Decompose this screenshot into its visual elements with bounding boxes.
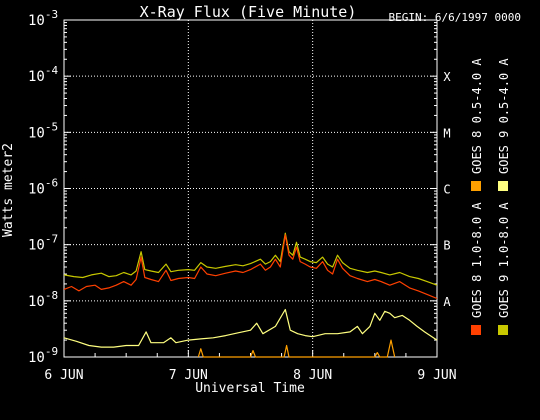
series-line (63, 308, 438, 348)
legend-swatch (498, 181, 508, 191)
y-tick-label: 10-3 (28, 8, 58, 29)
class-label-B: B (443, 239, 450, 253)
x-axis-ticks: 6 JUN 7 JUN 8 JUN 9 JUN (44, 350, 457, 383)
series-line (197, 339, 396, 358)
flare-class-labels: X M C B A (443, 70, 451, 309)
y-tick-label: 10-8 (28, 289, 58, 310)
class-label-A: A (443, 295, 451, 309)
begin-time: BEGIN: 6/6/1997 0000 (389, 11, 521, 24)
y-tick-label: 10-4 (28, 64, 58, 85)
y-tick-label: 10-9 (28, 345, 58, 366)
x-tick-label: 9 JUN (417, 368, 456, 383)
legend-label: GOES 9 0.5-4.0 A (497, 58, 511, 174)
legend-label: GOES 8 1.0-8.0 A (470, 202, 484, 318)
legend-swatch (471, 181, 481, 191)
legend-swatch (471, 325, 481, 335)
y-axis-ticks: 10-3 10-4 10-5 10-6 10-7 10-8 10-9 (28, 8, 437, 366)
x-tick-label: 6 JUN (44, 368, 83, 383)
legend-label: GOES 9 1.0-8.0 A (497, 202, 511, 318)
y-tick-label: 10-6 (28, 177, 58, 198)
x-tick-label: 7 JUN (169, 368, 208, 383)
x-axis-label: Universal Time (195, 381, 305, 396)
class-label-X: X (443, 70, 451, 84)
legend-label: GOES 8 0.5-4.0 A (470, 58, 484, 174)
legend-swatch (498, 325, 508, 335)
y-tick-label: 10-5 (28, 120, 58, 141)
gridlines (64, 20, 437, 357)
series-line (63, 232, 438, 286)
y-axis-label: Watts meter2 (1, 143, 16, 237)
legend: GOES 8 1.0-8.0 A GOES 8 0.5-4.0 A GOES 9 1… (470, 58, 511, 335)
series-lines (63, 232, 438, 358)
class-label-C: C (443, 183, 450, 197)
series-line (63, 234, 438, 300)
y-tick-label: 10-7 (28, 233, 58, 254)
class-label-M: M (443, 126, 450, 140)
x-tick-label: 8 JUN (293, 368, 332, 383)
chart-title: X-Ray Flux (Five Minute) (140, 3, 357, 21)
